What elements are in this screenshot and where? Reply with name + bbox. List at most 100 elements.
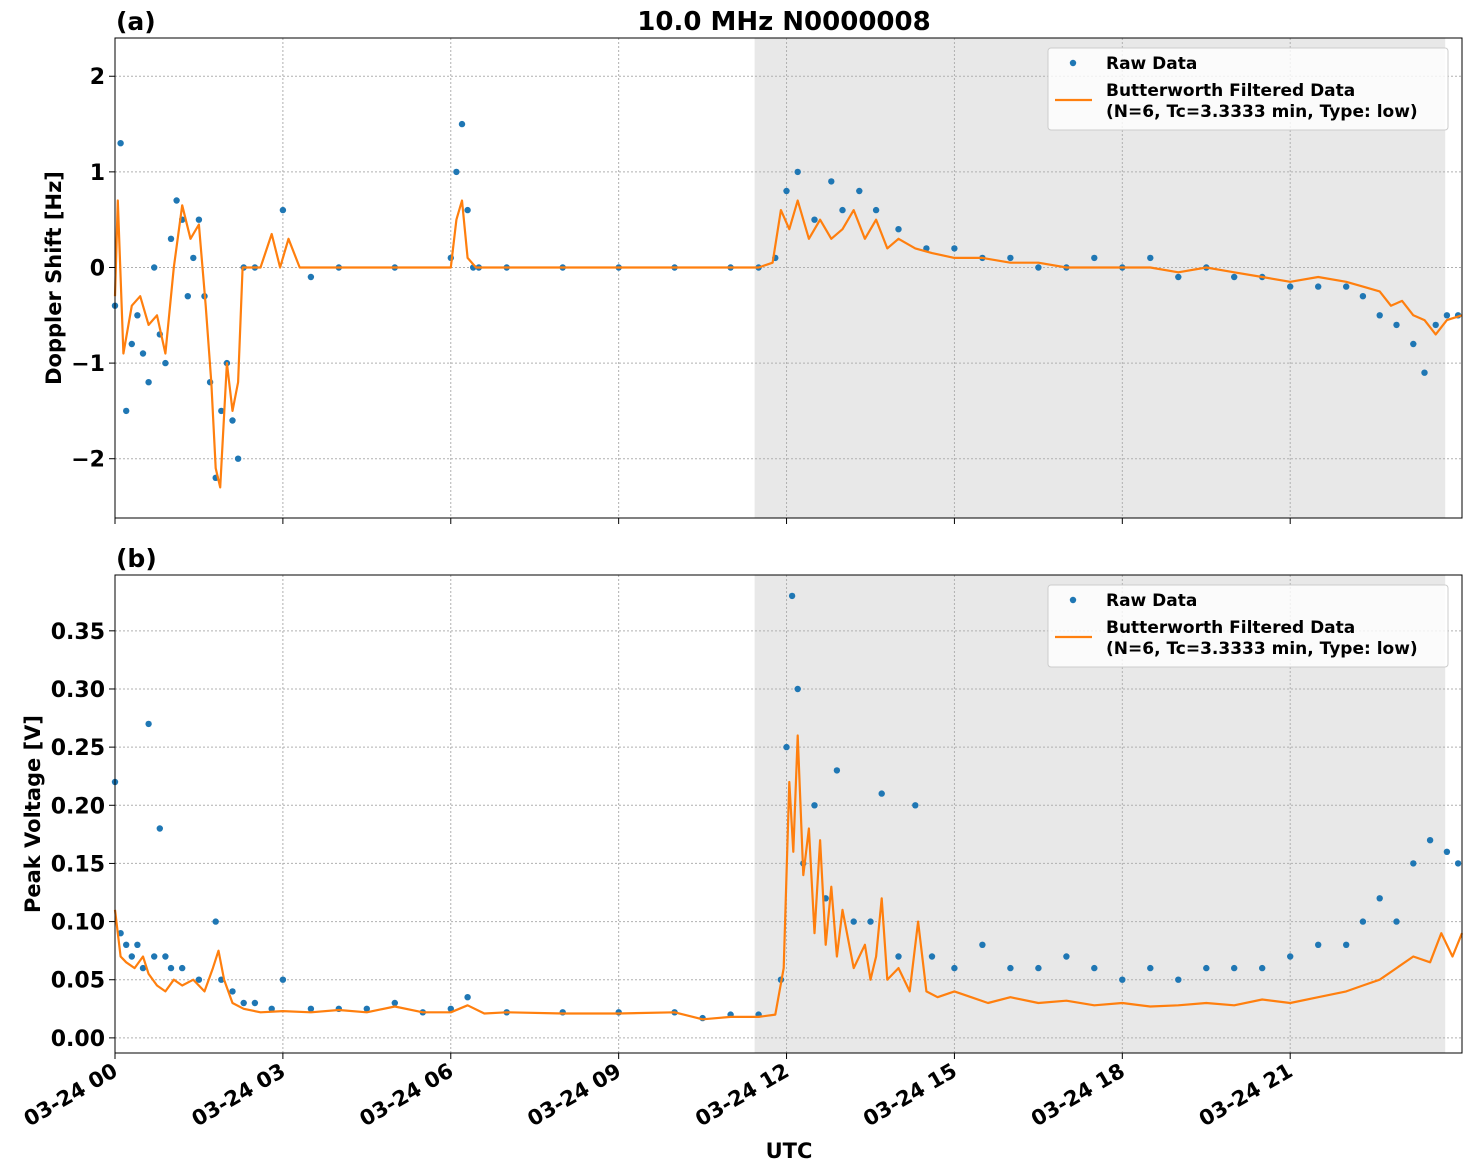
- raw-data-point: [447, 1005, 454, 1012]
- raw-data-point: [979, 941, 986, 948]
- panel-label-b: (b): [116, 544, 157, 573]
- raw-data-point: [1376, 895, 1383, 902]
- y-tick-label: 0.00: [51, 1027, 105, 1052]
- raw-data-point: [1359, 918, 1367, 925]
- legend-raw-marker: [1069, 596, 1077, 604]
- y-tick-label: 0.15: [51, 852, 105, 877]
- raw-data-point: [458, 120, 466, 128]
- raw-data-point: [1063, 953, 1070, 960]
- raw-data-point: [363, 1005, 370, 1012]
- raw-data-point: [251, 999, 259, 1007]
- raw-data-point: [811, 216, 818, 223]
- raw-data-point: [895, 226, 902, 233]
- raw-data-point: [1393, 918, 1400, 925]
- raw-data-point: [464, 994, 471, 1001]
- y-tick-label: 0.25: [51, 736, 105, 761]
- ticks-b: 0.35 0.30 0.25 0.20 0.15 0.10 0.05 0.00: [51, 574, 1463, 1059]
- legend-box: [1047, 47, 1449, 131]
- raw-data-point: [139, 350, 147, 357]
- raw-data-point: [1315, 283, 1322, 290]
- raw-data-point: [123, 941, 130, 948]
- raw-data-point: [145, 379, 152, 386]
- raw-data-point: [1259, 964, 1266, 972]
- raw-data-point: [167, 235, 175, 242]
- raw-data-point: [1091, 254, 1098, 262]
- raw-data-point: [173, 197, 180, 204]
- x-tick-label: 03-24 18: [1027, 1059, 1129, 1132]
- raw-data-point: [167, 964, 175, 972]
- y-tick-label: 0.05: [51, 969, 105, 994]
- raw-data-point: [123, 407, 130, 415]
- raw-data-point: [788, 592, 796, 600]
- raw-data-point: [151, 264, 158, 271]
- raw-data-point: [229, 988, 236, 995]
- raw-data-point: [867, 918, 874, 925]
- raw-data-point: [1035, 264, 1042, 271]
- raw-data-point: [1343, 941, 1350, 948]
- x-tick-label: 03-24 03: [188, 1059, 290, 1132]
- raw-data-point: [240, 999, 247, 1007]
- filtered-line: [113, 734, 1464, 1021]
- legend-b: Raw Data Butterworth Filtered Data(N=6, T…: [1047, 584, 1449, 668]
- raw-data-point: [828, 178, 835, 185]
- raw-data-point: [912, 802, 919, 809]
- raw-data-point: [895, 953, 902, 960]
- raw-data-point: [1007, 964, 1014, 972]
- y-tick-label: 0.35: [51, 620, 105, 645]
- raw-data-point: [1410, 340, 1417, 348]
- x-tick-label: 03-24 15: [859, 1059, 961, 1132]
- panel-a: 2 1 0 −1 −2 (a) Doppler Shift [Hz] Raw Data B…: [42, 7, 1463, 524]
- raw-data-point: [951, 245, 958, 252]
- raw-data-point: [1147, 254, 1154, 262]
- y-tick-label: 0: [90, 256, 105, 281]
- raw-data-point: [218, 407, 225, 415]
- y-tick-label: −2: [71, 448, 105, 473]
- raw-data-point: [1175, 273, 1182, 281]
- marks-a: [111, 120, 1463, 489]
- raw-data-point: [1231, 964, 1238, 972]
- raw-data-point: [128, 340, 135, 348]
- legend-raw-marker: [1069, 59, 1077, 67]
- legend-filtered-params: (N=6, Tc=3.3333 min, Type: low): [1106, 639, 1418, 659]
- raw-data-point: [811, 802, 818, 809]
- y-axis-label-b: Peak Voltage [V]: [21, 715, 45, 913]
- raw-data-point: [1443, 312, 1451, 319]
- raw-data-point: [117, 140, 124, 147]
- raw-data-point: [1231, 273, 1238, 281]
- legend-raw-label: Raw Data: [1106, 591, 1197, 611]
- figure-title: 10.0 MHz N0000008: [637, 7, 930, 37]
- raw-data-point: [783, 187, 790, 195]
- axes-frame: [114, 37, 1463, 519]
- raw-data-point: [190, 254, 197, 262]
- raw-data-point: [1119, 976, 1126, 983]
- filtered-line: [113, 199, 1463, 489]
- raw-data-point: [307, 273, 315, 281]
- raw-data-point: [928, 953, 936, 960]
- legend-a: Raw Data Butterworth Filtered Data(N=6, T…: [1047, 47, 1449, 131]
- ticks-a: 2 1 0 −1 −2: [71, 37, 1463, 524]
- y-tick-label: 0.30: [51, 678, 105, 703]
- raw-data-point: [1454, 860, 1462, 867]
- legend-filtered-params: (N=6, Tc=3.3333 min, Type: low): [1106, 102, 1418, 122]
- raw-data-point: [268, 1005, 275, 1012]
- raw-data-point: [1359, 293, 1367, 300]
- axes-frame: [114, 574, 1463, 1054]
- raw-data-point: [279, 976, 287, 983]
- raw-data-point: [1175, 976, 1182, 983]
- raw-data-point: [128, 953, 135, 960]
- raw-data-point: [234, 455, 242, 462]
- raw-data-point: [872, 206, 880, 214]
- marks-b: [111, 592, 1464, 1022]
- raw-data-point: [453, 168, 460, 176]
- y-tick-label: 2: [90, 65, 105, 90]
- raw-data-point: [1287, 283, 1294, 290]
- raw-data-point: [139, 964, 147, 972]
- y-tick-label: 0.20: [51, 794, 105, 819]
- x-tick-label: 03-24 06: [355, 1059, 457, 1132]
- raw-data-point: [794, 168, 801, 176]
- raw-data-point: [1410, 860, 1417, 867]
- x-tick-label: 03-24 09: [523, 1059, 625, 1132]
- y-axis-label-a: Doppler Shift [Hz]: [42, 171, 66, 385]
- raw-data-point: [279, 206, 287, 214]
